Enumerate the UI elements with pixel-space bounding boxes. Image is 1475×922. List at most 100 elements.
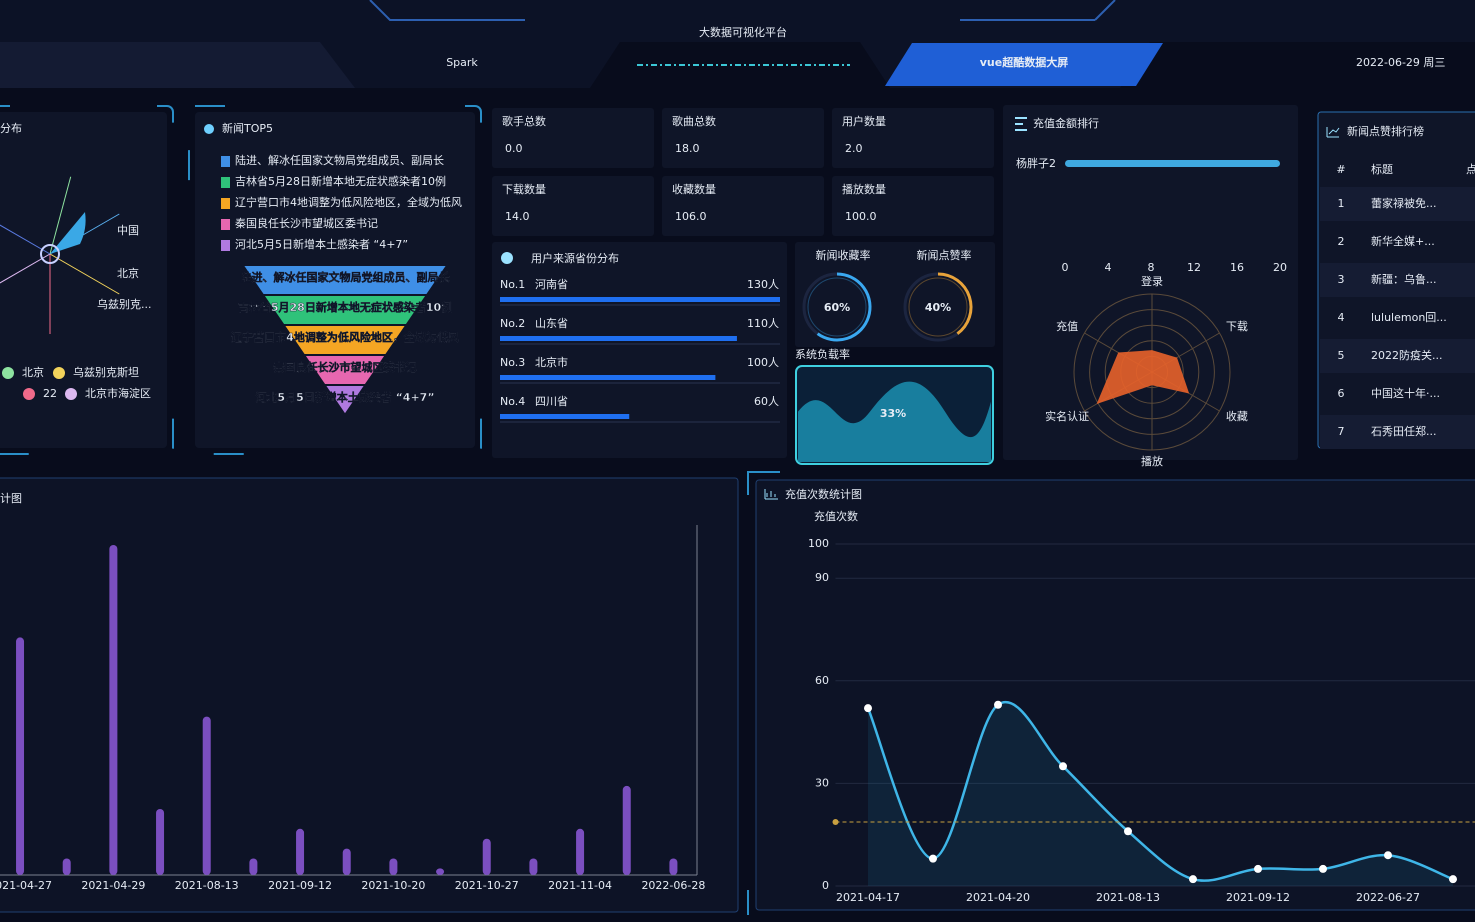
x-tick-label: 0 <box>1062 261 1069 274</box>
stat-card <box>492 176 654 236</box>
title-cell: 2022防疫关... <box>1371 348 1442 362</box>
rank-cell: 3 <box>1338 273 1345 286</box>
gauge-inner <box>908 277 968 337</box>
panel-icon <box>1326 127 1340 138</box>
radar-indicator: 实名认证 <box>1045 409 1089 423</box>
value-label: 130人 <box>747 278 779 291</box>
panel-title: 计图 <box>0 492 22 505</box>
panel-title: 充值金额排行 <box>1033 116 1099 130</box>
y-tick-label: 90 <box>815 571 829 584</box>
bar <box>529 858 538 875</box>
news-item: 陆进、解冰任国家文物局党组成员、副局长 <box>235 153 444 167</box>
news-item: 吉林省5月28日新增本地无症状感染者10例 <box>235 174 446 188</box>
gauge-arc <box>937 272 973 335</box>
radar-indicator: 充值 <box>1056 319 1078 333</box>
bullet <box>221 240 230 251</box>
rank-cell: 1 <box>1338 197 1345 210</box>
table-row <box>1320 187 1475 221</box>
panel-frame <box>747 471 780 915</box>
region-label: 乌兹别克... <box>97 297 152 311</box>
point <box>994 700 1002 709</box>
gauge-inner <box>807 277 867 337</box>
panel <box>0 112 167 448</box>
panel <box>1003 105 1298 460</box>
header-left-tab <box>0 42 355 88</box>
table-row <box>1320 263 1475 297</box>
funnel-label: 吉林省5月28日新增本地无症状感染者10例 <box>238 300 452 314</box>
column-header: 标题 <box>1371 162 1393 176</box>
line-area <box>868 702 1453 886</box>
bar <box>296 828 305 875</box>
legend-dot <box>2 367 14 379</box>
title-cell: lululemon回... <box>1371 311 1447 324</box>
load-wave <box>798 381 991 462</box>
panel <box>492 242 787 458</box>
panel-title: 用户来源省份分布 <box>531 251 619 265</box>
rank-cell: 5 <box>1338 349 1345 362</box>
load-value: 33% <box>880 407 906 420</box>
title-cell: 新华全媒+... <box>1371 234 1435 248</box>
x-tick-label: 20 <box>1273 261 1287 274</box>
radar-indicator: 下载 <box>1226 320 1248 333</box>
legend-label: 北京市海淀区 <box>85 386 151 400</box>
rose-spoke <box>49 176 72 255</box>
rate-value: 60% <box>824 301 850 314</box>
x-tick-label: 2021-04-17 <box>836 891 900 904</box>
y-tick-label: 60 <box>815 674 829 687</box>
table-row <box>1320 415 1475 449</box>
stat-card <box>662 176 824 236</box>
panel-icon <box>501 252 513 264</box>
legend-label: 北京 <box>22 365 44 379</box>
legend-label: 22 <box>43 387 57 400</box>
rate-title: 新闻收藏率 <box>816 248 871 262</box>
radar-indicator: 收藏 <box>1226 409 1248 423</box>
stat-card <box>832 176 994 236</box>
legend-label: 乌兹别克斯坦 <box>73 365 139 379</box>
rose-spoke <box>0 224 51 255</box>
bar <box>482 838 491 875</box>
rank-cell: 7 <box>1338 425 1345 438</box>
x-tick-label: 8 <box>1148 261 1155 274</box>
page-title: 大数据可视化平台 <box>699 25 787 39</box>
stat-label: 收藏数量 <box>672 182 716 196</box>
province-name: 北京市 <box>535 355 568 369</box>
rose-center <box>40 244 60 264</box>
table-row <box>1320 339 1475 373</box>
bar <box>500 336 737 341</box>
panel <box>755 479 1475 911</box>
value-label: 110人 <box>747 317 779 330</box>
stat-label: 下载数量 <box>502 183 546 196</box>
rank-cell: 4 <box>1338 311 1345 324</box>
x-tick-label: 4 <box>1105 261 1112 274</box>
stat-value: 2.0 <box>845 142 863 155</box>
x-tick-label: 16 <box>1230 261 1244 274</box>
category-label: 杨胖子2 <box>1016 156 1056 170</box>
panel <box>795 242 995 347</box>
bar <box>500 414 630 419</box>
panel-title: 新闻TOP5 <box>222 121 273 135</box>
funnel-label: 辽宁营口市4地调整为低风险地区，全域为低风 <box>231 330 459 344</box>
x-tick-label: 2021-10-27 <box>455 879 519 892</box>
header-decoration <box>369 0 1116 21</box>
radar-indicator: 登录 <box>1141 274 1163 288</box>
stat-label: 用户数量 <box>842 114 886 128</box>
bar <box>109 545 118 875</box>
point <box>929 854 937 863</box>
title-cell: 蕾家禄被免... <box>1371 196 1437 210</box>
point <box>1124 827 1132 836</box>
bullet <box>221 177 230 188</box>
panel-title: 充值次数统计图 <box>785 487 862 501</box>
rank: No.3 <box>500 356 525 369</box>
region-label: 北京 <box>117 266 139 280</box>
bar <box>576 828 585 875</box>
stat-value: 18.0 <box>675 142 700 155</box>
x-tick-label: 2021-04-27 <box>0 879 52 892</box>
stat-value: 14.0 <box>505 210 530 223</box>
point <box>1384 851 1392 860</box>
rank-cell: 2 <box>1338 235 1345 248</box>
average-marker <box>832 819 839 826</box>
bar <box>62 858 71 875</box>
panel-title: 新闻点赞排行榜 <box>1347 124 1424 138</box>
province-name: 山东省 <box>535 317 568 330</box>
